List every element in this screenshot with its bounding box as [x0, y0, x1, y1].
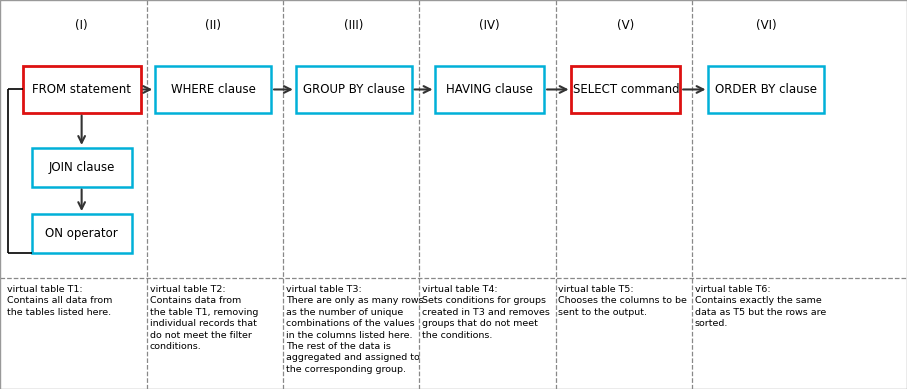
Text: ORDER BY clause: ORDER BY clause — [716, 83, 817, 96]
Text: virtual table T3:
There are only as many rows
as the number of unique
combinatio: virtual table T3: There are only as many… — [286, 285, 424, 374]
Bar — [155, 66, 271, 113]
Bar — [32, 148, 132, 187]
Text: (V): (V) — [617, 19, 635, 32]
Bar — [23, 66, 141, 113]
Text: (IV): (IV) — [480, 19, 500, 32]
Text: SELECT command: SELECT command — [572, 83, 679, 96]
Text: (III): (III) — [344, 19, 364, 32]
Text: virtual table T2:
Contains data from
the table T1, removing
individual records t: virtual table T2: Contains data from the… — [150, 285, 258, 351]
Bar — [708, 66, 824, 113]
Text: (II): (II) — [205, 19, 221, 32]
Bar — [32, 214, 132, 253]
Text: JOIN clause: JOIN clause — [48, 161, 115, 174]
Text: (I): (I) — [75, 19, 88, 32]
Text: virtual table T4:
Sets conditions for groups
created in T3 and removes
groups th: virtual table T4: Sets conditions for gr… — [422, 285, 550, 340]
Text: virtual table T5:
Chooses the columns to be
sent to the output.: virtual table T5: Chooses the columns to… — [558, 285, 687, 317]
Text: virtual table T1:
Contains all data from
the tables listed here.: virtual table T1: Contains all data from… — [7, 285, 112, 317]
Text: ON operator: ON operator — [45, 227, 118, 240]
Text: WHERE clause: WHERE clause — [171, 83, 256, 96]
Bar — [435, 66, 544, 113]
Text: HAVING clause: HAVING clause — [446, 83, 533, 96]
Text: GROUP BY clause: GROUP BY clause — [303, 83, 405, 96]
Text: FROM statement: FROM statement — [32, 83, 132, 96]
Text: virtual table T6:
Contains exactly the same
data as T5 but the rows are
sorted.: virtual table T6: Contains exactly the s… — [695, 285, 826, 328]
Bar — [571, 66, 680, 113]
Text: (VI): (VI) — [756, 19, 776, 32]
Bar — [296, 66, 412, 113]
